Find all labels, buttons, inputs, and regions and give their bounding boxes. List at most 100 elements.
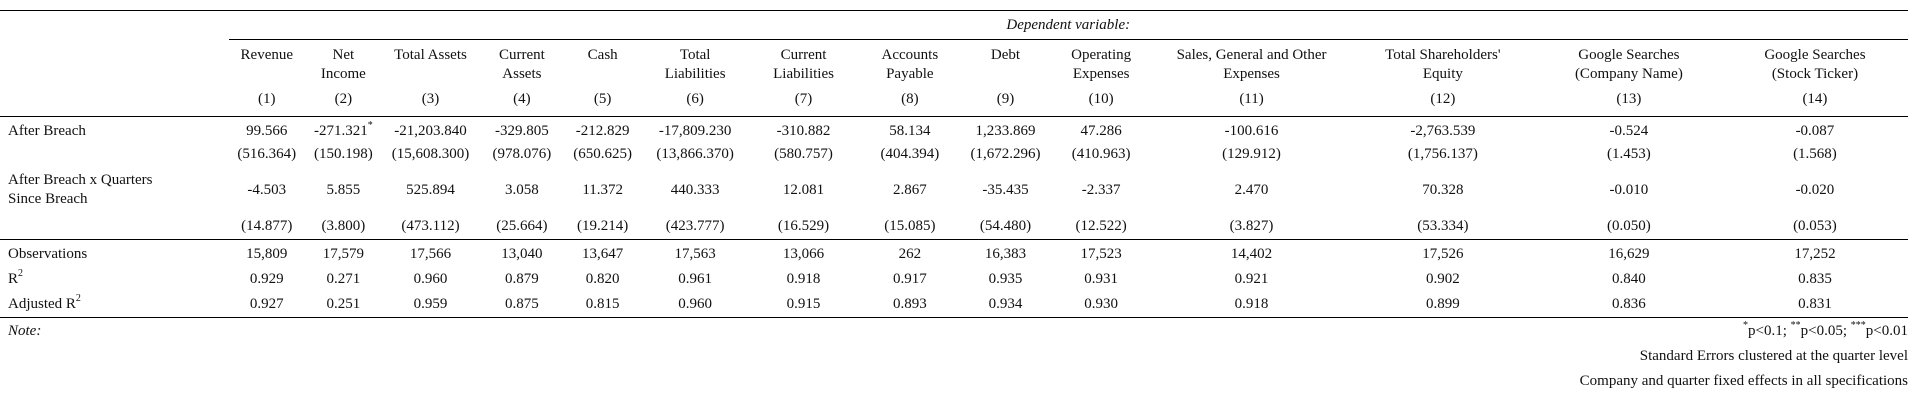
column-name-line1: Google Searches <box>1578 47 1680 63</box>
column-name-line1: Total <box>679 47 711 63</box>
coefficient-cell: 440.333 <box>670 181 720 198</box>
column-name-line2: Liabilities <box>664 66 726 82</box>
column-name-line2: Assets <box>502 66 542 82</box>
coefficient-value: -212.829 <box>575 123 630 139</box>
column-name-line2: Income <box>320 66 366 82</box>
column-name-line1: Operating <box>1071 47 1132 63</box>
standard-error-cell: (19.214) <box>577 217 629 234</box>
coefficient-cell: -329.805 <box>479 117 564 141</box>
coefficient-cell: 70.328 <box>1422 181 1464 198</box>
statistic-cell: 0.961 <box>678 271 713 287</box>
coefficient-value: -21,203.840 <box>394 123 467 139</box>
stats-bottom-rule-seg <box>1153 317 1350 318</box>
row-label-text: R <box>8 271 19 287</box>
column-name-line1: Google Searches <box>1764 47 1866 63</box>
stats-bottom-rule-seg <box>1349 317 1536 318</box>
row-label-observations: Observations <box>0 240 229 267</box>
column-number: (4) <box>513 91 531 107</box>
column-name-line1: Current <box>780 47 827 63</box>
significance-stars: ** <box>1790 319 1801 331</box>
note-row: Note: *p<0.1; **p<0.05; ***p<0.01 <box>0 318 1908 344</box>
row-label-line2: Since Breach <box>8 191 88 207</box>
significance-threshold: p<0.1; <box>1748 322 1791 339</box>
header-bottom-rule-seg <box>749 116 858 117</box>
coefficient-cell: 58.134 <box>858 117 962 141</box>
statistic-cell: 0.935 <box>988 271 1023 287</box>
column-header: Current Liabilities <box>749 40 857 91</box>
header-bottom-rule-seg <box>857 116 962 117</box>
statistic-cell: 0.879 <box>505 271 539 287</box>
column-number: (5) <box>593 91 612 107</box>
statistic-cell: 0.930 <box>1084 296 1119 312</box>
coefficient-cell: -0.010 <box>1609 181 1649 198</box>
column-name-line1: Accounts <box>881 47 939 63</box>
column-name-line2: Liabilities <box>773 66 834 82</box>
coefficient-value: -2,763.539 <box>1410 123 1476 139</box>
statistic-cell: 0.929 <box>249 271 284 287</box>
column-number: (3) <box>421 91 440 107</box>
standard-error-cell: (3.800) <box>321 217 366 234</box>
column-name-line2: (Stock Ticker) <box>1771 66 1859 82</box>
coefficient-cell: -2.337 <box>1081 181 1121 198</box>
column-name-line2: Equity <box>1422 66 1463 82</box>
coefficient-value: -0.087 <box>1795 123 1835 139</box>
coefficient-cell: -4.503 <box>247 181 287 198</box>
stats-bottom-rule-seg <box>1535 317 1722 318</box>
table-top-rule-seg <box>1049 10 1154 11</box>
header-bottom-rule-seg <box>228 116 306 117</box>
statistic-cell: 16,383 <box>984 246 1027 262</box>
row-label-after-breach-x-quarters: After Breach x Quarters Since Breach <box>0 167 229 213</box>
standard-error-cell: (473.112) <box>401 217 460 234</box>
statistic-cell: 0.840 <box>1612 271 1646 287</box>
table-top-rule-seg <box>1349 10 1536 11</box>
after-breach-x-quarters-coef-row: After Breach x Quarters Since Breach -4.50… <box>0 167 1908 213</box>
stats-bottom-rule-seg <box>228 317 306 318</box>
statistic-cell: 0.917 <box>892 271 927 287</box>
header-bottom-rule-seg <box>640 116 750 117</box>
coefficient-cell: 2.867 <box>892 181 927 198</box>
column-header: Debt <box>962 40 1049 91</box>
statistic-cell: 16,629 <box>1608 246 1650 262</box>
standard-error-cell: (0.050) <box>1607 217 1651 234</box>
coefficients-bottom-rule-seg <box>381 239 480 240</box>
coefficients-bottom-rule-seg <box>1153 239 1350 240</box>
statistic-cell: 0.934 <box>988 296 1023 312</box>
coefficient-cell: 99.566 <box>229 117 306 141</box>
column-number: (11) <box>1239 91 1264 107</box>
column-header: Accounts Payable <box>858 40 962 91</box>
coefficients-bottom-rule-seg <box>961 239 1050 240</box>
header-stub <box>0 11 229 40</box>
statistic-cell: 0.251 <box>326 296 361 312</box>
coefficient-cell: -17,809.230 <box>641 117 749 141</box>
standard-error-cell: (1,756.137) <box>1407 145 1478 162</box>
column-name-line2: Expenses <box>1223 66 1280 82</box>
standard-error-cell: (410.963) <box>1071 145 1131 162</box>
significance-stars: * <box>1743 319 1748 331</box>
standard-error-cell: (14.877) <box>241 217 293 234</box>
column-number: (1) <box>258 91 276 107</box>
stats-bottom-rule-seg <box>640 317 750 318</box>
statistic-cell: 17,566 <box>409 246 452 262</box>
coefficients-bottom-rule-seg <box>640 239 750 240</box>
column-names-row: Revenue Net Income Total Assets Current Asset… <box>0 40 1908 91</box>
column-header: Google Searches (Company Name) <box>1536 40 1722 91</box>
column-name-line1: Total Assets <box>394 47 467 63</box>
statistic-cell: 17,523 <box>1080 246 1122 262</box>
column-name-line1: Cash <box>587 47 618 63</box>
coefficient-value: 1,233.869 <box>975 123 1036 139</box>
header-bottom-rule-seg <box>1049 116 1154 117</box>
column-number: (13) <box>1616 91 1642 107</box>
column-numbers-row: (1) (2) (3) (4) (5) (6) (7) (8) (9) (10) (11) (12) (… <box>0 90 1908 117</box>
header-bottom-rule-seg <box>1721 116 1908 117</box>
r-squared-row: R2 0.929 0.271 0.960 0.879 0.820 0.961 0.918 0.9… <box>0 267 1908 292</box>
significance-stars: *** <box>1850 319 1866 331</box>
header-stub <box>0 40 229 91</box>
coefficients-bottom-rule-seg <box>228 239 306 240</box>
standard-error-cell: (650.625) <box>573 145 633 162</box>
note-clustered-se: Standard Errors clustered at the quarter… <box>1639 348 1908 364</box>
column-number: (9) <box>996 91 1015 107</box>
statistic-cell: 13,040 <box>501 246 543 262</box>
coefficient-value: 99.566 <box>246 123 288 139</box>
column-header: Current Assets <box>479 40 564 91</box>
column-name-line2: Payable <box>886 66 934 82</box>
